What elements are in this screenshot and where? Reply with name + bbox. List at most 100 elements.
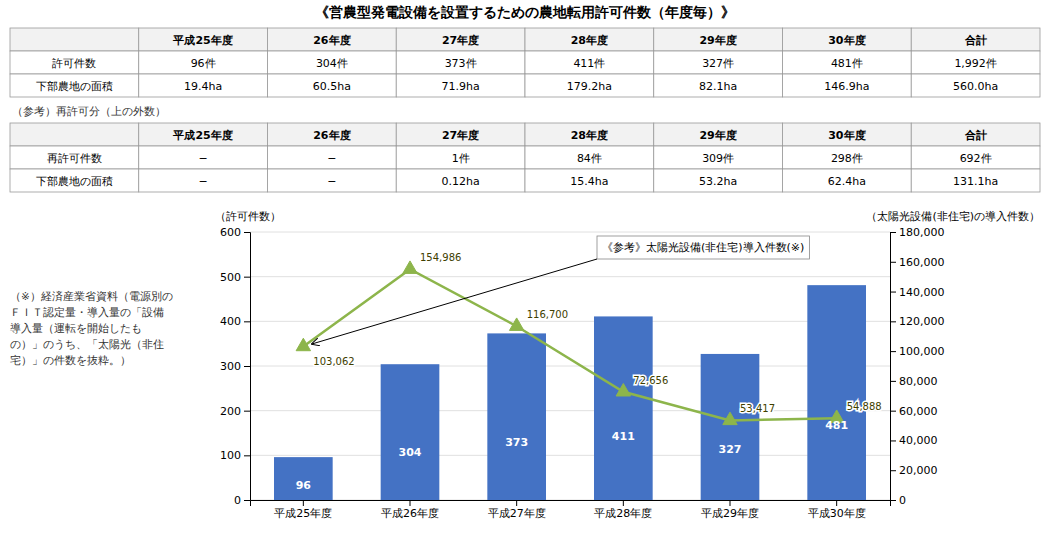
line-label: 53,417 <box>740 403 775 414</box>
table-cell <box>10 169 139 192</box>
tick-label: 600 <box>220 226 241 239</box>
table-header: 26年度 <box>313 129 350 142</box>
table-text: 373件 <box>445 57 477 70</box>
tick: 400 <box>220 315 250 328</box>
tick-mark <box>516 500 517 506</box>
table-text: 下部農地の面積 <box>36 80 113 93</box>
annotation-box <box>597 236 809 259</box>
data-labels: 96304373411327481103,062154,986116,70072… <box>296 252 882 492</box>
plot: 96304373411327481103,062154,986116,70072… <box>220 226 945 520</box>
line-marker <box>509 318 523 330</box>
table-text: 15.4ha <box>570 175 608 188</box>
table-cell <box>654 123 783 146</box>
tick: 20,000 <box>890 464 938 477</box>
table-cell <box>525 74 654 97</box>
table-cell <box>268 51 397 74</box>
line-marker <box>296 338 310 350</box>
table-text: 481件 <box>831 57 863 70</box>
table-cell <box>911 74 1040 97</box>
table-text: 304件 <box>316 57 348 70</box>
data-marks <box>274 261 866 500</box>
tick: 120,000 <box>890 315 945 328</box>
table-cell <box>525 123 654 146</box>
grid <box>250 232 890 500</box>
y2-axis: 020,00040,00060,00080,000100,000120,0001… <box>890 226 945 507</box>
tick-mark <box>730 500 731 506</box>
bar-label: 411 <box>612 430 635 443</box>
table-cell <box>525 146 654 169</box>
table-text: 692件 <box>960 152 992 165</box>
table-text: 62.4ha <box>828 175 866 188</box>
line-label: 72,656 <box>633 375 668 386</box>
footnote-line: ＦＩＴ認定量・導入量の「設備 <box>10 306 164 318</box>
table-text: 19.4ha <box>184 80 222 93</box>
annotation-arrow <box>312 259 597 344</box>
table-cell <box>911 28 1040 51</box>
tick-mark <box>303 500 304 506</box>
line-marker <box>403 261 417 273</box>
annotation-text: 《参考》太陽光設備(非住宅)導入件数(※) <box>602 241 804 254</box>
tick: 300 <box>220 360 250 373</box>
tick-mark <box>410 500 411 506</box>
tick-label: 200 <box>220 405 241 418</box>
table-header: 29年度 <box>699 129 736 142</box>
tick: 平成30年度 <box>808 500 866 520</box>
bar <box>274 457 333 500</box>
line-label: 54,888 <box>847 401 882 412</box>
table-text: 96件 <box>191 57 216 70</box>
table-text: − <box>199 175 208 188</box>
table-cell <box>10 123 139 146</box>
line-label: 116,700 <box>527 309 568 320</box>
table-cell <box>654 146 783 169</box>
tick: 100 <box>220 449 250 462</box>
tick-label: 100 <box>220 449 241 462</box>
tick: 80,000 <box>890 375 938 388</box>
line-marker <box>616 383 630 395</box>
tick-mark <box>244 277 250 278</box>
table-cell <box>268 74 397 97</box>
tick-mark <box>890 262 896 263</box>
tick-label: 0 <box>899 494 906 507</box>
y-axis-title: （許可件数） <box>215 210 281 223</box>
table: 平成25年度26年度27年度28年度29年度30年度合計許可件数96件304件3… <box>10 28 1040 97</box>
table-header: 合計 <box>964 129 987 142</box>
tick-mark <box>890 440 896 441</box>
table-cell <box>654 74 783 97</box>
table: 平成25年度26年度27年度28年度29年度30年度合計再許可件数−−1件84件… <box>10 123 1040 192</box>
tick: 平成28年度 <box>594 500 652 520</box>
tick-label: 140,000 <box>899 286 945 299</box>
table-cell <box>396 169 525 192</box>
tick-label: 300 <box>220 360 241 373</box>
tick: 200 <box>220 405 250 418</box>
tick-label: 160,000 <box>899 256 945 269</box>
tick-mark <box>890 321 896 322</box>
table-cell <box>10 28 139 51</box>
table-header: 26年度 <box>313 34 350 47</box>
table-cell <box>10 74 139 97</box>
table-cell <box>654 51 783 74</box>
table-cell <box>525 51 654 74</box>
footnote-line: の）」のうち、「太陽光（非住 <box>10 338 164 351</box>
table-cell <box>10 51 139 74</box>
table-cell <box>783 28 912 51</box>
table-cell <box>783 146 912 169</box>
bar <box>381 364 440 500</box>
tick-mark <box>890 232 896 233</box>
table-text: 146.9ha <box>824 80 869 93</box>
bar <box>701 354 760 500</box>
table-cell <box>525 28 654 51</box>
tick-mark <box>244 366 250 367</box>
table-text: 再許可件数 <box>47 152 102 165</box>
table-header: 平成25年度 <box>172 129 232 142</box>
table-cell <box>139 74 268 97</box>
table-text: 71.9ha <box>442 80 480 93</box>
table-cell <box>783 74 912 97</box>
bar <box>807 285 866 500</box>
tick: 600 <box>220 226 250 239</box>
axis-line <box>891 233 897 501</box>
table-header: 30年度 <box>828 129 865 142</box>
table-cell <box>396 146 525 169</box>
footnote-line: 導入量（運転を開始したも <box>10 322 142 334</box>
table-text: 下部農地の面積 <box>36 175 113 188</box>
table-cell <box>139 28 268 51</box>
